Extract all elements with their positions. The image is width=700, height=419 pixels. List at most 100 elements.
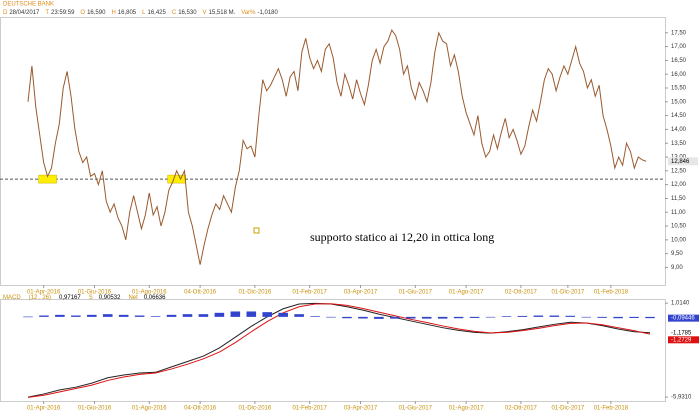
info-value: 16,590: [87, 10, 106, 16]
histogram-bar: [246, 311, 257, 317]
histogram-bar: [613, 316, 623, 319]
macd-header-s-key: S: [89, 295, 93, 301]
y-tick-label: 14,50: [671, 113, 687, 119]
x-tick-label: 01-Feb-2017: [292, 290, 327, 296]
info-key: V: [203, 10, 207, 16]
info-value: 16,530: [178, 10, 197, 16]
macd-line: [27, 303, 651, 398]
x-tick-label: 03-Apr-2017: [344, 406, 378, 412]
y-tick-label: 9,50: [671, 251, 683, 257]
histogram-bar: [374, 316, 384, 319]
histogram-bar: [102, 314, 113, 317]
info-key: Var%: [241, 10, 256, 16]
x-tick-label: 01-Giu-2016: [78, 406, 112, 412]
y-tick-label: 16,00: [671, 72, 687, 78]
last-value-box: [668, 314, 699, 322]
x-tick-label: 04-Ott-2016: [184, 406, 217, 412]
info-value: 23:59:59: [51, 10, 75, 16]
y-tick-label: 17,50: [671, 30, 687, 36]
histogram-bar: [134, 315, 145, 317]
last-value-box: [668, 329, 699, 337]
y-tick-label: 12,50: [671, 168, 687, 174]
y-tick-label: 10,50: [671, 224, 687, 230]
histogram-bar: [501, 316, 512, 317]
macd-line: [27, 302, 651, 398]
annotation-marker: [253, 227, 260, 234]
histogram-bar: [437, 316, 448, 319]
chart-title: DEUTSCHE BANK: [3, 2, 54, 8]
macd-header: MACD (12 , 26) 0,97167 S 0,90532 Net 0,06636: [3, 295, 166, 301]
histogram-bar: [294, 314, 304, 317]
last-value-label: 12,846: [671, 159, 690, 165]
histogram-bar: [485, 316, 496, 318]
y-tick-label: 12,00: [671, 182, 687, 188]
x-tick-label: 01-Apr-2016: [27, 406, 61, 412]
x-tick-label: 01-Dic-2016: [239, 406, 272, 412]
x-tick-label: 01-Ago-2016: [132, 406, 167, 412]
histogram-bar: [565, 315, 576, 317]
histogram-bar: [517, 315, 528, 317]
histogram-bar: [118, 314, 129, 317]
y-tick-label: 15,50: [671, 86, 687, 92]
y-tick-label: 9,00: [671, 265, 683, 271]
y-tick-label: 16,50: [671, 58, 687, 64]
info-key: O: [80, 10, 85, 16]
macd-header-params: (12 , 26): [29, 295, 51, 301]
histogram-bar: [453, 316, 464, 319]
macd-frame: [0, 299, 666, 402]
x-tick-label: 01-Ago-2016: [132, 290, 167, 296]
info-key: T: [45, 10, 49, 16]
x-tick-label: 01-Apr-2016: [27, 290, 61, 296]
histogram-bar: [278, 312, 288, 317]
histogram-bar: [629, 316, 639, 318]
histogram-bar: [421, 316, 432, 319]
info-value: 16,805: [118, 10, 137, 16]
annotation: supporto statico ai 12,20 in ottica long: [310, 230, 494, 244]
last-value-label: -1,1785: [671, 330, 692, 336]
y-tick-label: 13,50: [671, 141, 687, 147]
last-value-label: -0,09446: [671, 316, 695, 322]
x-tick-label: 04-Ott-2016: [184, 290, 217, 296]
histogram-bar: [166, 314, 177, 317]
macd-header-net-key: Net: [128, 295, 138, 301]
x-tick-label: 01-Dic-2017: [552, 406, 585, 412]
info-value: 15,518 M.: [209, 10, 236, 16]
histogram-bar: [326, 316, 336, 318]
histogram-bar: [214, 312, 225, 317]
histogram-bar: [405, 316, 416, 319]
y-tick-label: 15,00: [671, 99, 687, 105]
info-value: 28/04/2017: [9, 10, 40, 16]
histogram-bar: [23, 316, 33, 318]
macd-header-net: 0,06636: [144, 295, 166, 301]
histogram-bar: [230, 311, 241, 317]
y-tick-label: 14,00: [671, 127, 687, 133]
x-tick-label: 03-Apr-2017: [344, 290, 378, 296]
x-tick-label: 01-Giu-2017: [399, 290, 433, 296]
price-line: [27, 28, 647, 265]
histogram-bar: [597, 316, 607, 318]
histogram-bar: [358, 316, 368, 319]
x-tick-label: 01-Ago-2017: [449, 406, 484, 412]
histogram-bar: [198, 314, 209, 317]
x-tick-label: 01-Ago-2017: [449, 290, 484, 296]
macd-header-name: MACD: [3, 295, 21, 301]
y-tick-label: 11,50: [671, 196, 686, 202]
histogram-bar: [150, 316, 161, 317]
x-tick-label: 01-Feb-2018: [594, 406, 629, 412]
histogram-bar: [55, 314, 65, 317]
histogram-bar: [645, 316, 655, 319]
info-key: H: [111, 10, 115, 16]
histogram-bar: [390, 316, 400, 319]
histogram-bar: [581, 316, 591, 318]
x-tick-label: 01-Feb-2018: [594, 290, 629, 296]
last-value-box: [668, 157, 698, 166]
y-tick-label: 10,00: [671, 237, 687, 243]
highlight-box: [167, 174, 186, 184]
info-line: D 28/04/2017 T 23:59:59 O 16,590 H 16,805 L 16,42…: [3, 10, 278, 16]
y-tick-label: 1,0140: [671, 301, 690, 307]
info-key: D: [3, 10, 8, 16]
x-tick-label: 01-Dic-2016: [239, 290, 272, 296]
histogram-bar: [182, 314, 193, 317]
info-key: L: [142, 10, 146, 16]
